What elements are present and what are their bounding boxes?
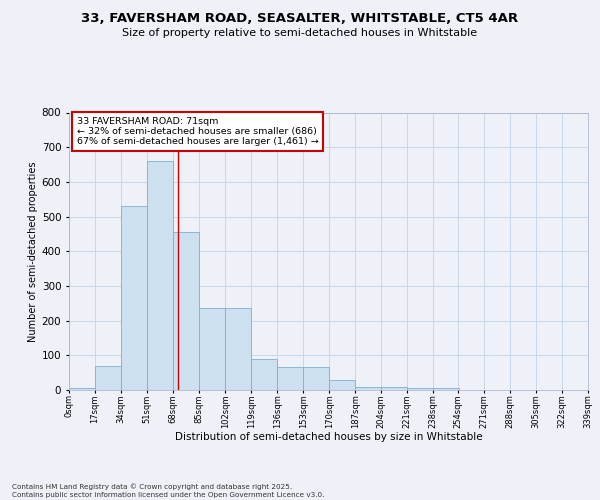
Bar bbox=[433, 388, 460, 390]
Bar bbox=[69, 388, 95, 390]
Bar bbox=[225, 308, 251, 390]
Text: Size of property relative to semi-detached houses in Whitstable: Size of property relative to semi-detach… bbox=[122, 28, 478, 38]
Text: Contains HM Land Registry data © Crown copyright and database right 2025.
Contai: Contains HM Land Registry data © Crown c… bbox=[12, 484, 325, 498]
Bar bbox=[199, 308, 225, 390]
Bar bbox=[277, 368, 303, 390]
Y-axis label: Number of semi-detached properties: Number of semi-detached properties bbox=[28, 161, 38, 342]
Text: 33 FAVERSHAM ROAD: 71sqm
← 32% of semi-detached houses are smaller (686)
67% of : 33 FAVERSHAM ROAD: 71sqm ← 32% of semi-d… bbox=[77, 116, 319, 146]
Bar bbox=[251, 359, 277, 390]
Bar bbox=[95, 366, 121, 390]
Bar bbox=[355, 386, 382, 390]
Bar bbox=[407, 388, 433, 390]
Bar bbox=[173, 232, 199, 390]
Text: 33, FAVERSHAM ROAD, SEASALTER, WHITSTABLE, CT5 4AR: 33, FAVERSHAM ROAD, SEASALTER, WHITSTABL… bbox=[82, 12, 518, 26]
Bar bbox=[329, 380, 355, 390]
Bar bbox=[303, 368, 329, 390]
Bar bbox=[147, 161, 173, 390]
X-axis label: Distribution of semi-detached houses by size in Whitstable: Distribution of semi-detached houses by … bbox=[175, 432, 482, 442]
Bar bbox=[382, 386, 407, 390]
Bar bbox=[121, 206, 147, 390]
